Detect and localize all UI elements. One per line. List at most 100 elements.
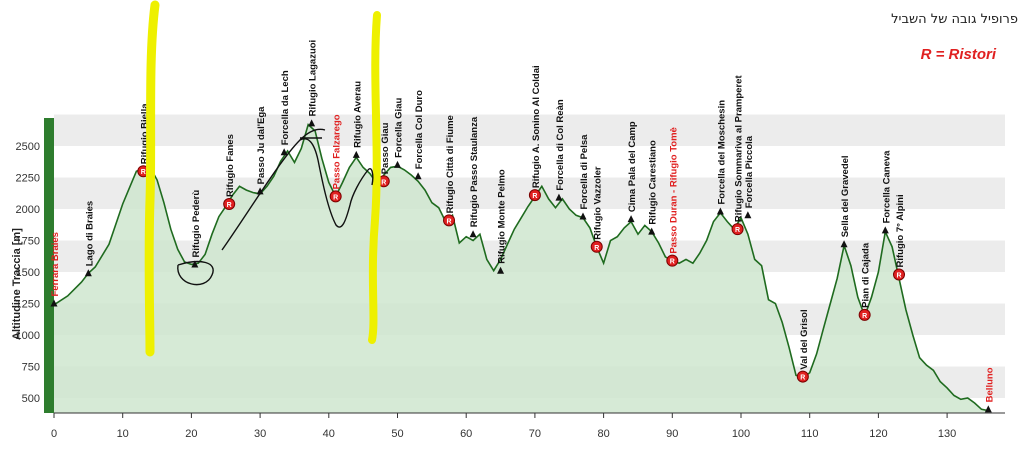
- ristoro-marker-letter: R: [532, 193, 537, 200]
- x-tick-label: 10: [117, 428, 129, 440]
- summit-marker: [469, 230, 477, 238]
- waypoint-label: Forcella da Lech: [280, 70, 291, 145]
- waypoint: Rifugio Passo Staulanza: [469, 116, 480, 238]
- waypoint: Forcella di Pelsa: [579, 134, 590, 220]
- summit-marker: [744, 211, 752, 219]
- waypoint-label: Rifugio Passo Staulanza: [469, 116, 480, 227]
- y-tick-label: 2000: [16, 204, 40, 216]
- summit-marker: [84, 269, 92, 277]
- waypoint: Forcella Piccola: [744, 135, 755, 219]
- ristoro-marker-letter: R: [333, 194, 338, 201]
- y-tick-label: 750: [22, 362, 40, 374]
- ristoro-marker-letter: R: [446, 218, 451, 225]
- ristoro-marker: [590, 240, 603, 253]
- waypoint: R Rifugio Città di Fiume: [443, 115, 456, 227]
- ristoro-marker: [528, 189, 541, 202]
- waypoint-label: Rifugio Vazzoler: [593, 166, 604, 240]
- ristoro-marker-letter: R: [896, 273, 901, 280]
- waypoint: Lago di Braies: [84, 201, 95, 277]
- summit-marker: [191, 260, 199, 268]
- waypoint: Forcella Giau: [394, 98, 405, 168]
- waypoint: Passo Ju dal'Ega: [256, 106, 267, 195]
- ristoro-marker: [223, 197, 236, 210]
- waypoint-label: Sella del Gravedel: [840, 155, 851, 237]
- waypoint-label: Rifugio Biella: [139, 103, 150, 164]
- x-tick-label: 130: [938, 428, 956, 440]
- ristoro-marker-letter: R: [227, 202, 232, 209]
- x-tick-label: 30: [254, 428, 266, 440]
- y-axis-label: Altitudine Traccia [m]: [11, 228, 23, 340]
- pen-line-ascent: [221, 128, 326, 251]
- waypoint-label: Passo Duran - Rifugio Tomè: [668, 127, 679, 254]
- ristoro-marker: [666, 254, 679, 267]
- highlighter-stroke-left: [144, 0, 160, 357]
- ristoro-marker: [893, 268, 906, 281]
- waypoint: R Rifugio Vazzoler: [590, 166, 604, 253]
- waypoint-label: Rifugio Carestiano: [648, 140, 659, 225]
- summit-marker: [50, 299, 58, 307]
- grid-band: [54, 114, 1005, 146]
- waypoint: Ferrara Braies: [50, 232, 61, 307]
- x-tick-label: 100: [732, 428, 750, 440]
- waypoint: R Passo Duran - Rifugio Tomè: [666, 127, 679, 267]
- waypoint-label: Rifugio 7° Alpini: [895, 194, 906, 267]
- waypoint: R Rifugio Fanes: [223, 134, 236, 210]
- waypoint: Belluno: [984, 367, 995, 413]
- waypoint-label: Rifugio Pederù: [191, 190, 202, 258]
- waypoint-label: Forcella del Moschesin: [716, 100, 727, 205]
- elevation-area: [54, 124, 989, 413]
- waypoint: Forcella del Moschesin: [716, 100, 727, 215]
- waypoint-label: Forcella di Col Reàn: [555, 99, 566, 191]
- ristoro-marker-letter: R: [670, 259, 675, 266]
- chart-heading: פרופיל גובה של השביל: [891, 12, 1018, 27]
- y-ticks: 500 750 1000 1250 1500 1750 2000 2250 2500: [16, 141, 40, 405]
- waypoint-label: Cima Pala del Camp: [627, 121, 638, 212]
- pen-line-descent: [299, 138, 374, 228]
- x-tick-label: 0: [51, 428, 57, 440]
- summit-marker: [716, 207, 724, 215]
- ristoro-marker: [443, 214, 456, 227]
- y-tick-label: 1500: [16, 267, 40, 279]
- waypoint-label: Pian di Cajada: [861, 242, 872, 308]
- waypoint-label: Forcella Caneva: [881, 150, 892, 224]
- summit-marker: [555, 193, 563, 201]
- waypoint: Forcella Col Duro: [414, 90, 425, 180]
- summit-marker: [840, 240, 848, 248]
- waypoint: R Passo Falzarego: [329, 114, 343, 203]
- summit-marker: [881, 226, 889, 234]
- waypoint: R Rifugio Sommariva al Pramperet: [731, 75, 745, 236]
- x-tick-label: 50: [391, 428, 403, 440]
- waypoint: Rifugio Monte Pelmo: [497, 169, 508, 274]
- summit-marker: [308, 119, 316, 127]
- waypoint-label: Rifugio Averau: [352, 81, 363, 148]
- waypoint: Forcella Caneva: [881, 150, 892, 234]
- ristoro-marker-letter: R: [862, 313, 867, 320]
- waypoint-label: Rifugio Lagazuoi: [308, 40, 319, 117]
- summit-marker: [280, 148, 288, 156]
- y-tick-label: 1750: [16, 236, 40, 248]
- x-tick-label: 110: [801, 428, 819, 440]
- waypoint-label: Forcella Piccola: [744, 135, 755, 208]
- x-tick-label: 40: [323, 428, 335, 440]
- summit-marker: [627, 215, 635, 223]
- waypoint-label: Lago di Braies: [84, 201, 95, 266]
- waypoint: R Pian di Cajada: [858, 242, 872, 321]
- ristoro-marker-letter: R: [381, 179, 386, 186]
- ristoro-marker-letter: R: [735, 227, 740, 234]
- waypoint: R Rifugio 7° Alpini: [893, 194, 906, 281]
- x-tick-label: 120: [869, 428, 887, 440]
- ristoro-marker: [858, 308, 871, 321]
- waypoints: Ferrara Braies Lago di Braies R Rifugio Bie…: [50, 40, 995, 413]
- waypoint-label: Rifugio A. Sonino Al Coldai: [531, 65, 542, 188]
- waypoint-label: Rifugio Fanes: [225, 134, 236, 197]
- waypoint-label: Forcella Col Duro: [414, 90, 425, 169]
- ristoro-marker: [796, 370, 809, 383]
- waypoint-label: Forcella Giau: [394, 98, 405, 158]
- pen-loop: [177, 260, 214, 286]
- ristoro-marker-letter: R: [141, 169, 146, 176]
- summit-marker: [352, 150, 360, 158]
- waypoint: Rifugio Averau: [352, 81, 363, 158]
- ristoro-marker: [731, 223, 744, 236]
- x-tick-label: 90: [666, 428, 678, 440]
